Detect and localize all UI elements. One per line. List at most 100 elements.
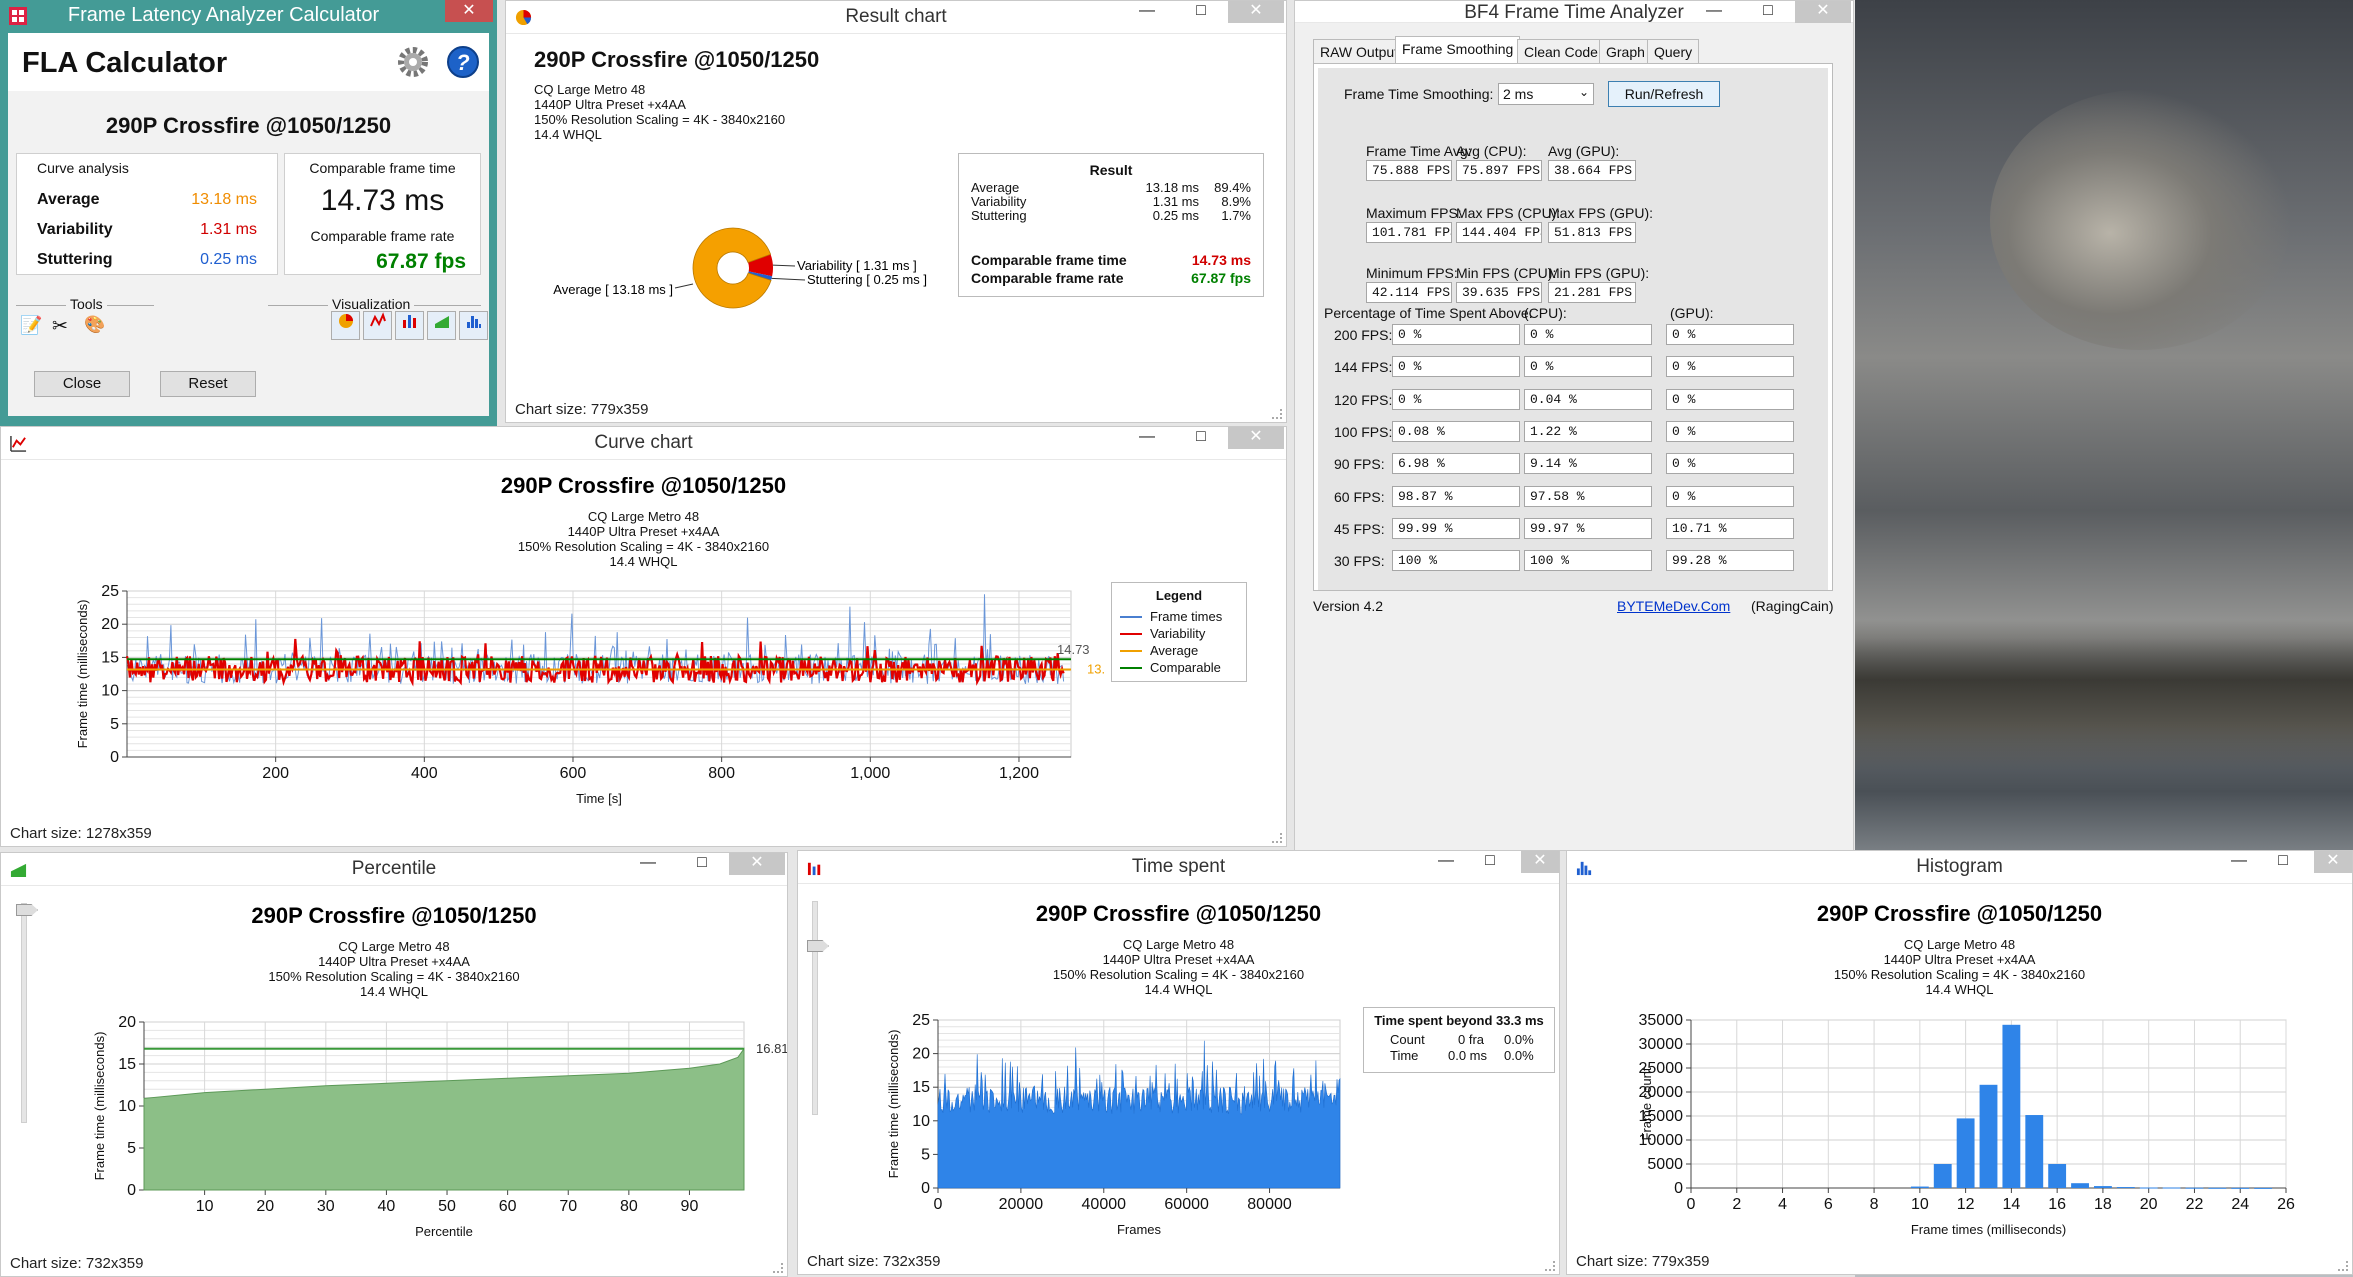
stat-label: Maximum FPS: <box>1366 205 1462 221</box>
pct-value: 0 % <box>1666 356 1794 378</box>
x-tick-label: 18 <box>2094 1196 2112 1213</box>
minimize-button[interactable]: — <box>1438 852 1454 869</box>
percentile-icon <box>10 863 27 878</box>
slider-thumb[interactable] <box>16 904 38 916</box>
result-comp-rate: 67.87 fps <box>1191 270 1251 286</box>
close-button[interactable]: Close <box>34 371 130 397</box>
edit-icon[interactable]: 📝 <box>20 315 43 335</box>
close-button[interactable]: ✕ <box>2314 851 2352 873</box>
histogram-bar <box>2162 1187 2181 1189</box>
resize-grip[interactable] <box>773 1263 783 1273</box>
status-bar: Chart size: 1278x359 <box>1 820 1286 846</box>
maximize-button[interactable]: □ <box>1196 428 1206 445</box>
time-pct: 0.0% <box>1504 1048 1534 1063</box>
wallpaper-cloud <box>1990 90 2290 350</box>
pct-label: Percentage of Time Spent Above: <box>1324 305 1533 321</box>
tab-raw-output[interactable]: RAW Output <box>1313 39 1406 64</box>
visualization-group: Visualization <box>268 296 488 345</box>
chart-title: 290P Crossfire @1050/1250 <box>251 903 537 928</box>
resize-grip[interactable] <box>1272 409 1282 419</box>
result-pie-chart: Variability [ 1.31 ms ]Stuttering [ 0.25… <box>553 227 927 309</box>
scissors-icon[interactable]: ✂ <box>52 316 68 337</box>
stat-value: 144.404 FPS <box>1456 222 1542 243</box>
time-spent-slider[interactable] <box>807 901 829 1115</box>
resize-grip[interactable] <box>1272 833 1282 843</box>
minimize-button[interactable]: — <box>640 854 656 871</box>
percentile-icon[interactable] <box>427 311 456 340</box>
legend-swatch <box>1120 616 1142 618</box>
histogram-bar <box>2116 1187 2135 1189</box>
maximize-button[interactable]: □ <box>2278 852 2288 869</box>
x-tick-label: 0 <box>1687 1196 1696 1213</box>
histogram-bar <box>2093 1186 2112 1188</box>
resize-grip[interactable] <box>2338 1261 2348 1271</box>
smoothing-select[interactable]: 2 ms ⌄ <box>1498 83 1594 105</box>
x-tick-label: 2 <box>1732 1196 1741 1213</box>
status-bar: Chart size: 732x359 <box>1 1250 787 1276</box>
slider-thumb[interactable] <box>807 940 829 952</box>
tab-clean-code[interactable]: Clean Code <box>1517 39 1605 64</box>
curve-chart-icon[interactable] <box>363 311 392 340</box>
help-icon[interactable]: ? <box>446 45 480 79</box>
histogram-bar <box>1979 1084 1998 1188</box>
reset-button[interactable]: Reset <box>160 371 256 397</box>
run-refresh-button[interactable]: Run/Refresh <box>1608 81 1720 107</box>
palette-icon[interactable]: 🎨 <box>84 315 106 334</box>
pie-label-average: Average [ 13.18 ms ] <box>553 282 673 297</box>
legend-item-label: Frame times <box>1150 609 1223 624</box>
close-button[interactable]: ✕ <box>1521 851 1559 873</box>
pie-slice-stuttering <box>748 271 773 281</box>
close-button[interactable]: ✕ <box>1228 1 1284 23</box>
pie-chart-icon[interactable] <box>331 311 360 340</box>
gear-icon[interactable] <box>396 45 430 79</box>
chevron-down-icon: ⌄ <box>1578 85 1589 99</box>
percentile-area <box>143 1047 745 1191</box>
percentile-titlebar: Percentile — □ ✕ <box>1 853 787 886</box>
gpu-label: (GPU): <box>1670 305 1714 321</box>
pct-value: 0 % <box>1666 388 1794 410</box>
minimize-button[interactable]: — <box>1139 2 1155 19</box>
x-tick-label: 40000 <box>1082 1196 1127 1213</box>
maximize-button[interactable]: □ <box>1763 2 1773 19</box>
legend-swatch <box>1120 667 1142 669</box>
stat-value: 42.114 FPS <box>1366 282 1452 303</box>
bf4-titlebar: BF4 Frame Time Analyzer — □ ✕ <box>1295 1 1853 23</box>
fps-label: 30 FPS: <box>1334 553 1385 570</box>
maximize-button[interactable]: □ <box>1485 852 1495 869</box>
variability-line <box>125 638 1065 687</box>
minimize-button[interactable]: — <box>1139 428 1155 445</box>
result-row-ms: 13.18 ms <box>1145 180 1199 195</box>
percentile-window: Percentile — □ ✕ 290P Crossfire @1050/12… <box>0 852 788 1277</box>
tab-frame-smoothing[interactable]: Frame Smoothing <box>1395 36 1521 64</box>
y-tick-label: 30000 <box>1639 1036 1684 1053</box>
close-button[interactable]: ✕ <box>1228 427 1284 449</box>
close-button[interactable]: ✕ <box>1795 1 1851 23</box>
percentile-slider[interactable] <box>16 903 38 1123</box>
leader-line <box>674 283 694 289</box>
histogram-icon[interactable] <box>459 311 488 340</box>
minimize-button[interactable]: — <box>2231 852 2247 869</box>
maximize-button[interactable]: □ <box>697 854 707 871</box>
tab-query[interactable]: Query <box>1647 39 1700 64</box>
chart-name: 290P Crossfire @1050/1250 <box>105 113 392 138</box>
tools-group: Tools 📝 ✂ 🎨 <box>16 296 154 345</box>
x-tick-label: 30 <box>317 1198 335 1215</box>
histogram-bar <box>2025 1115 2044 1188</box>
bar-chart-icon[interactable] <box>395 311 424 340</box>
y-axis-label: Frame time (milliseconds) <box>75 600 90 749</box>
close-button[interactable]: ✕ <box>729 853 785 875</box>
minimize-button[interactable]: — <box>1706 2 1722 19</box>
legend-swatch <box>1120 650 1142 652</box>
website-link[interactable]: BYTEMeDev.Com <box>1617 598 1731 614</box>
resize-grip[interactable] <box>1545 1261 1555 1271</box>
fla-close-button[interactable]: ✕ <box>445 0 493 22</box>
y-tick-label: 10 <box>912 1113 930 1130</box>
curve-chart-window: Curve chart — □ ✕ 290P Crossfire @1050/1… <box>0 426 1287 847</box>
result-row-name: Stuttering <box>971 208 1027 223</box>
pct-value: 97.58 % <box>1524 485 1652 507</box>
fps-label: 100 FPS: <box>1334 423 1393 440</box>
tab-panel: Frame Time Smoothing: 2 ms ⌄ Run/Refresh … <box>1313 63 1833 591</box>
tab-graph[interactable]: Graph <box>1599 39 1652 64</box>
maximize-button[interactable]: □ <box>1196 2 1206 19</box>
window-title: Time spent <box>1131 856 1226 877</box>
